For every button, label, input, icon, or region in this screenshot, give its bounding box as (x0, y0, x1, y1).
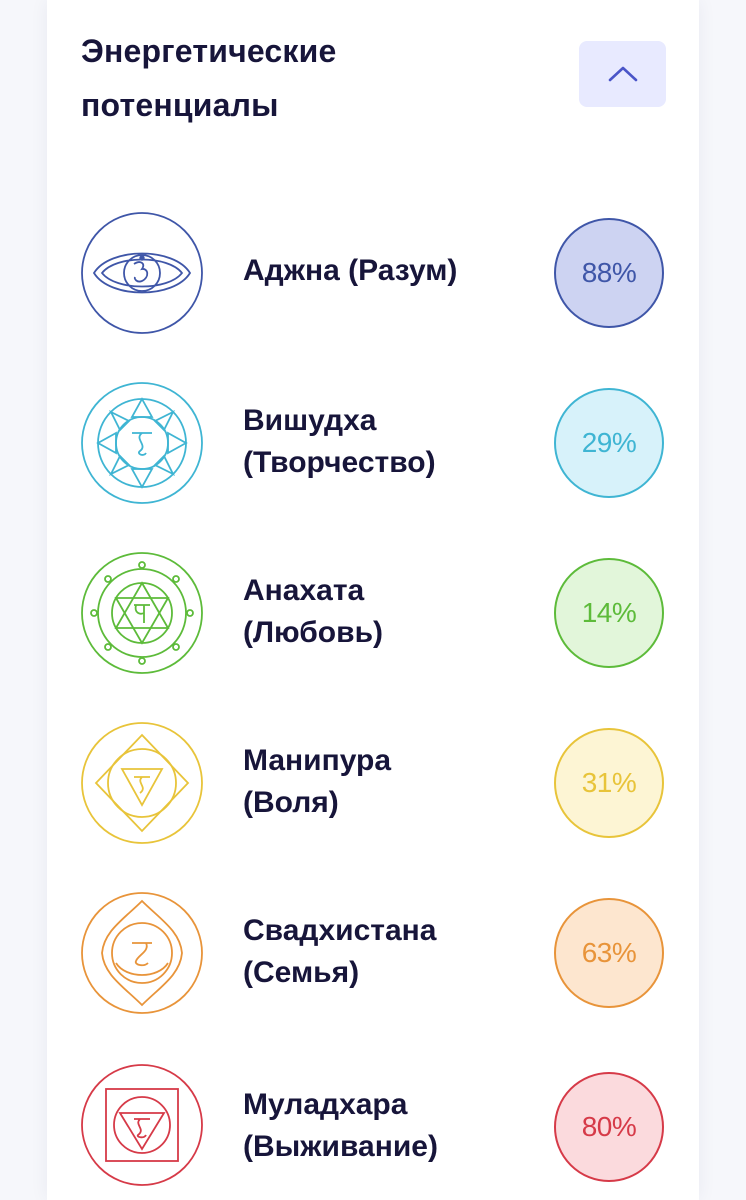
chakra-percent-badge: 80% (554, 1072, 664, 1182)
chakra-percent-value: 88% (581, 257, 637, 288)
chakra-name-line1: Свадхистана (243, 914, 437, 947)
chakra-percent-value: 63% (581, 937, 637, 968)
anahata-chakra-icon (81, 552, 203, 674)
chakra-percent-value: 31% (581, 767, 637, 798)
chakra-row-manipura: Манипура (Воля) 31% (47, 718, 699, 848)
chakra-name-line2: (Творчество) (243, 446, 436, 479)
chakra-name: Анахата (Любовь) (243, 570, 523, 654)
muladhara-chakra-icon (81, 1064, 203, 1186)
chakra-percent-value: 80% (581, 1111, 637, 1142)
chakra-row-ajna: Аджна (Разум) 88% (47, 208, 699, 338)
chakra-row-muladhara: Муладхара (Выживание) 80% (47, 1060, 699, 1190)
chakra-name-line1: Аджна (Разум) (243, 254, 458, 287)
chakra-percent-badge: 14% (554, 558, 664, 668)
chakra-name-line1: Манипура (243, 744, 392, 777)
chakra-row-svadhisthana: Свадхистана (Семья) 63% (47, 888, 699, 1018)
vishuddha-chakra-icon (81, 382, 203, 504)
section-title-line2: потенциалы (81, 87, 279, 123)
chakra-name-line2: (Воля) (243, 786, 339, 819)
chakra-percent-value: 29% (581, 427, 637, 458)
chakra-name: Свадхистана (Семья) (243, 910, 523, 994)
chakra-row-vishuddha: Вишудха (Творчество) 29% (47, 378, 699, 508)
section-title-line1: Энергетические (81, 33, 337, 69)
chakra-name-line2: (Семья) (243, 956, 360, 989)
chakra-percent-badge: 88% (554, 218, 664, 328)
chakra-name: Аджна (Разум) (243, 250, 523, 292)
energy-potentials-card: Энергетические потенциалы Аджна (Разум) (47, 0, 699, 1200)
chakra-name: Муладхара (Выживание) (243, 1084, 523, 1168)
chakra-percent-badge: 29% (554, 388, 664, 498)
chakra-name: Вишудха (Творчество) (243, 400, 523, 484)
chakra-name-line1: Вишудха (243, 404, 377, 437)
chakra-row-anahata: Анахата (Любовь) 14% (47, 548, 699, 678)
manipura-chakra-icon (81, 722, 203, 844)
chakra-percent-badge: 31% (554, 728, 664, 838)
svadhisthana-chakra-icon (81, 892, 203, 1014)
chakra-percent-badge: 63% (554, 898, 664, 1008)
chakra-name: Манипура (Воля) (243, 740, 523, 824)
collapse-button[interactable] (579, 41, 666, 107)
ajna-chakra-icon (81, 212, 203, 334)
chakra-name-line1: Анахата (243, 574, 365, 607)
chevron-up-icon (608, 66, 637, 82)
chakra-percent-value: 14% (581, 597, 637, 628)
chakra-name-line2: (Выживание) (243, 1130, 438, 1163)
chakra-name-line2: (Любовь) (243, 616, 383, 649)
section-title: Энергетические потенциалы (81, 24, 461, 132)
chakra-name-line1: Муладхара (243, 1088, 408, 1121)
